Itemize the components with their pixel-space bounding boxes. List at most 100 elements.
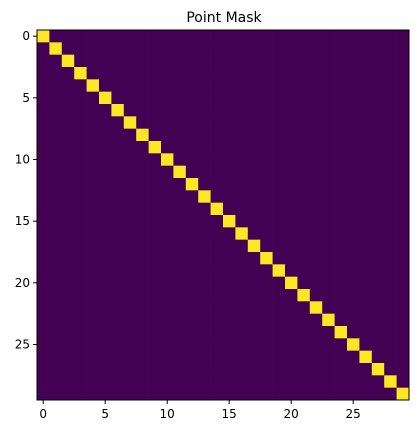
- heatmap-cell: [359, 313, 373, 327]
- heatmap-cell: [309, 350, 323, 364]
- heatmap-cell: [297, 239, 311, 253]
- heatmap-cell: [396, 387, 410, 401]
- heatmap-cell: [334, 264, 348, 278]
- heatmap-cell: [161, 375, 174, 389]
- heatmap-cell: [74, 264, 87, 278]
- heatmap-cell: [247, 128, 261, 142]
- heatmap-cell: [285, 42, 298, 56]
- heatmap-cell: [74, 42, 87, 56]
- heatmap-cell: [148, 239, 162, 253]
- heatmap-cell: [37, 128, 50, 142]
- heatmap-cell: [86, 128, 100, 142]
- heatmap-cell: [111, 264, 125, 278]
- heatmap-cell: [99, 301, 112, 315]
- heatmap-cell: [37, 116, 50, 130]
- heatmap-cell: [334, 239, 348, 253]
- heatmap-cell: [111, 363, 125, 376]
- heatmap-cell: [173, 153, 187, 167]
- heatmap-cell: [49, 104, 63, 117]
- heatmap-cell: [185, 252, 199, 265]
- heatmap-cell: [173, 79, 187, 93]
- heatmap-cell: [161, 289, 174, 302]
- heatmap-cell: [173, 338, 187, 352]
- heatmap-cell: [210, 264, 224, 278]
- heatmap-cell: [347, 326, 360, 339]
- heatmap-cell: [235, 326, 249, 339]
- heatmap-cell: [99, 153, 112, 167]
- heatmap-cell: [136, 178, 149, 191]
- heatmap-cell: [173, 264, 187, 278]
- heatmap-cell: [61, 326, 75, 339]
- heatmap-cell: [173, 202, 187, 216]
- heatmap-cell: [61, 252, 75, 265]
- heatmap-cell: [235, 301, 249, 315]
- heatmap-cell: [260, 202, 273, 216]
- heatmap-cell: [86, 54, 100, 68]
- heatmap-cell: [123, 313, 137, 327]
- heatmap-cell: [173, 215, 187, 228]
- heatmap-cell: [359, 350, 373, 364]
- heatmap-cell: [37, 239, 50, 253]
- heatmap-cell: [384, 42, 397, 56]
- heatmap-cell: [173, 239, 187, 253]
- heatmap-cell: [61, 338, 75, 352]
- heatmap-cell: [148, 104, 162, 117]
- heatmap-cell: [371, 104, 385, 117]
- heatmap-cell: [74, 375, 87, 389]
- heatmap-cell: [272, 128, 286, 142]
- heatmap-cell: [371, 30, 385, 43]
- heatmap-cell: [334, 227, 348, 241]
- chart-title: Point Mask: [186, 10, 262, 26]
- heatmap-cell: [61, 178, 75, 191]
- heatmap-cell: [86, 387, 100, 401]
- heatmap-cell: [161, 67, 174, 80]
- heatmap-cell: [136, 289, 149, 302]
- heatmap-cell: [309, 42, 323, 56]
- x-tick-label: 15: [222, 407, 237, 421]
- heatmap-cell: [86, 264, 100, 278]
- heatmap-cell: [235, 289, 249, 302]
- heatmap-cell: [61, 387, 75, 401]
- heatmap-cell: [272, 30, 286, 43]
- heatmap-cell: [223, 104, 236, 117]
- heatmap-cell: [272, 375, 286, 389]
- heatmap-cell: [86, 326, 100, 339]
- heatmap-cell: [198, 276, 211, 290]
- heatmap-cell: [161, 128, 174, 142]
- heatmap-cell: [223, 276, 236, 290]
- heatmap-cell: [334, 67, 348, 80]
- heatmap-cell: [384, 276, 397, 290]
- heatmap-cell: [210, 363, 224, 376]
- heatmap-cell: [148, 350, 162, 364]
- heatmap-cell: [371, 42, 385, 56]
- heatmap-cell: [347, 91, 360, 105]
- heatmap-cell: [148, 301, 162, 315]
- heatmap-cell: [49, 91, 63, 105]
- heatmap-cell: [37, 301, 50, 315]
- heatmap-cell: [309, 289, 323, 302]
- heatmap-cell: [260, 165, 273, 179]
- heatmap-cell: [247, 252, 261, 265]
- heatmap-cell: [161, 326, 174, 339]
- heatmap-cell: [148, 190, 162, 204]
- heatmap-cell: [86, 178, 100, 191]
- heatmap-cell: [161, 276, 174, 290]
- heatmap-cell: [86, 190, 100, 204]
- heatmap-cell: [173, 104, 187, 117]
- heatmap-cell: [198, 42, 211, 56]
- heatmap-cell: [99, 79, 112, 93]
- heatmap-cell: [322, 375, 335, 389]
- heatmap-cell: [37, 215, 50, 228]
- heatmap-cell: [371, 153, 385, 167]
- heatmap-cell: [61, 363, 75, 376]
- heatmap-cell: [371, 375, 385, 389]
- heatmap-cell: [223, 141, 236, 154]
- heatmap-cell: [285, 153, 298, 167]
- heatmap-cell: [384, 202, 397, 216]
- heatmap-cell: [235, 215, 249, 228]
- heatmap-cell: [210, 79, 224, 93]
- heatmap-cell: [297, 215, 311, 228]
- heatmap-cell: [185, 375, 199, 389]
- heatmap-cell: [384, 375, 397, 389]
